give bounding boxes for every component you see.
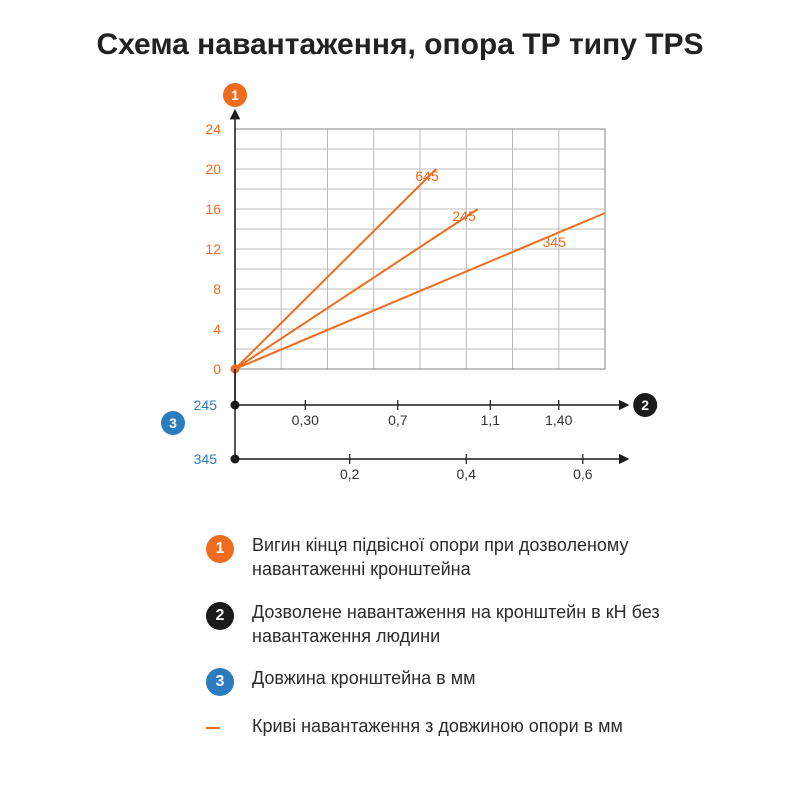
legend-text: Довжина кронштейна в мм: [252, 666, 475, 690]
legend-row: Криві навантаження з довжиною опори в мм: [206, 714, 764, 742]
axis-badge-1: 1: [231, 87, 239, 103]
y-tick-label: 12: [205, 241, 221, 257]
series-label: 645: [415, 168, 439, 184]
legend-line-swatch: [206, 714, 234, 742]
legend: 1 Вигин кінця підвісної опори при дозволе…: [206, 533, 764, 742]
x-tick-label: 1,1: [481, 412, 501, 428]
x-tick-label: 0,2: [340, 466, 360, 482]
x-tick-label: 0,6: [573, 466, 593, 482]
y-tick-label: 0: [213, 361, 221, 377]
axis-badge-3: 3: [169, 415, 177, 431]
x-tick-label: 1,40: [545, 412, 572, 428]
legend-badge: 2: [206, 602, 234, 630]
y-tick-label: 24: [205, 121, 221, 137]
legend-text: Дозволене навантаження на кронштейн в кН…: [252, 600, 682, 649]
x-tick-label: 0,7: [388, 412, 408, 428]
legend-row: 1 Вигин кінця підвісної опори при дозволе…: [206, 533, 764, 582]
load-chart: 0 4 8 12 16 20 24 1 645 245 345 245 0,30 0,7 1,1 1,40 2 3…: [140, 74, 660, 504]
chart-container: 0 4 8 12 16 20 24 1 645 245 345 245 0,30 0,7 1,1 1,40 2 3…: [140, 74, 660, 509]
legend-badge: 3: [206, 668, 234, 696]
page-title: Схема навантаження, опора ТР типу TPS: [36, 28, 764, 62]
axis-row-label: 245: [194, 397, 218, 413]
legend-badge: 1: [206, 535, 234, 563]
legend-row: 2 Дозволене навантаження на кронштейн в к…: [206, 600, 764, 649]
axis-row-label: 345: [194, 451, 218, 467]
series-label: 345: [543, 234, 567, 250]
x-tick-label: 0,4: [457, 466, 477, 482]
y-tick-label: 16: [205, 201, 221, 217]
legend-text: Криві навантаження з довжиною опори в мм: [252, 714, 623, 738]
legend-text: Вигин кінця підвісної опори при дозволен…: [252, 533, 682, 582]
axis-badge-2: 2: [641, 397, 649, 413]
series-label: 245: [452, 208, 476, 224]
legend-row: 3 Довжина кронштейна в мм: [206, 666, 764, 696]
y-tick-label: 20: [205, 161, 221, 177]
y-tick-label: 8: [213, 281, 221, 297]
y-tick-label: 4: [213, 321, 221, 337]
page-root: Схема навантаження, опора ТР типу TPS 0 4…: [0, 0, 800, 800]
x-tick-label: 0,30: [292, 412, 319, 428]
